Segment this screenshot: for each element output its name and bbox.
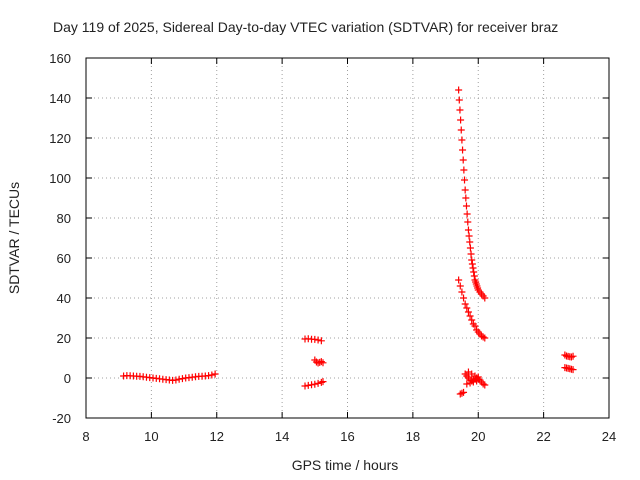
data-point <box>467 250 475 258</box>
data-point <box>469 378 477 386</box>
data-point <box>459 156 467 164</box>
y-tick-label: 20 <box>57 331 71 346</box>
data-point <box>208 371 216 379</box>
data-point <box>466 244 474 252</box>
x-axis-label: GPS time / hours <box>292 457 399 473</box>
data-point <box>458 288 466 296</box>
data-point <box>461 300 469 308</box>
data-point <box>314 379 322 387</box>
data-point <box>317 378 325 386</box>
x-tick-label: 20 <box>471 429 485 444</box>
data-point <box>481 334 489 342</box>
data-point <box>456 390 464 398</box>
x-tick-label: 8 <box>82 429 89 444</box>
data-point <box>470 268 478 276</box>
data-point <box>463 304 471 312</box>
data-point <box>317 358 325 366</box>
data-point <box>460 166 468 174</box>
data-point <box>455 276 463 284</box>
data-point <box>468 256 476 264</box>
data-point <box>319 359 327 367</box>
data-point <box>456 106 464 114</box>
data-point <box>314 336 322 344</box>
chart-title: Day 119 of 2025, Sidereal Day-to-day VTE… <box>53 19 558 35</box>
data-point <box>479 333 487 341</box>
x-tick-label: 12 <box>210 429 224 444</box>
data-point <box>464 226 472 234</box>
y-tick-label: 160 <box>49 51 71 66</box>
data-point <box>466 312 474 320</box>
data-point <box>468 316 476 324</box>
y-tick-label: 0 <box>64 371 71 386</box>
data-point <box>458 389 466 397</box>
data-point <box>569 366 577 374</box>
data-point <box>474 373 482 381</box>
y-tick-label: -20 <box>52 411 71 426</box>
data-point <box>458 136 466 144</box>
data-point <box>317 337 325 345</box>
points-layer <box>120 86 577 398</box>
y-tick-label: 120 <box>49 131 71 146</box>
data-point <box>473 377 481 385</box>
data-point <box>464 218 472 226</box>
data-point <box>457 116 465 124</box>
y-tick-label: 80 <box>57 211 71 226</box>
grid-layer <box>86 58 609 418</box>
x-tick-label: 16 <box>340 429 354 444</box>
data-point <box>461 186 469 194</box>
data-point <box>465 232 473 240</box>
x-tick-label: 14 <box>275 429 289 444</box>
data-point <box>479 380 487 388</box>
data-point <box>569 352 577 360</box>
data-point <box>468 260 476 268</box>
data-point <box>463 210 471 218</box>
data-point <box>471 322 479 330</box>
x-tick-label: 22 <box>536 429 550 444</box>
data-point <box>561 351 569 359</box>
data-point <box>471 372 479 380</box>
y-tick-label: 100 <box>49 171 71 186</box>
y-tick-label: 40 <box>57 291 71 306</box>
data-point <box>311 380 319 388</box>
data-point <box>469 264 477 272</box>
data-point <box>455 96 463 104</box>
data-point <box>460 388 468 396</box>
data-point <box>462 202 470 210</box>
ticks-layer: 8 10 12 14 16 18 20 22 24 -20 0 20 40 60 80 100 120 140 16… <box>49 51 616 444</box>
data-point <box>481 381 489 389</box>
data-point <box>463 380 471 388</box>
y-axis-label: SDTVAR / TECUs <box>6 182 22 294</box>
data-point <box>470 272 478 280</box>
data-point <box>457 126 465 134</box>
y-tick-label: 60 <box>57 251 71 266</box>
data-point <box>459 146 467 154</box>
data-point <box>462 194 470 202</box>
y-tick-label: 140 <box>49 91 71 106</box>
x-tick-label: 18 <box>406 429 420 444</box>
data-point <box>461 176 469 184</box>
x-tick-label: 10 <box>144 429 158 444</box>
data-point <box>460 294 468 302</box>
x-tick-label: 24 <box>602 429 616 444</box>
data-point <box>319 378 327 386</box>
data-point <box>211 370 219 378</box>
data-point <box>172 376 180 384</box>
data-point <box>481 294 489 302</box>
data-point <box>456 282 464 290</box>
data-point <box>464 308 472 316</box>
data-point <box>466 379 474 387</box>
data-point <box>466 238 474 246</box>
data-point <box>567 353 575 361</box>
data-point <box>455 86 463 94</box>
